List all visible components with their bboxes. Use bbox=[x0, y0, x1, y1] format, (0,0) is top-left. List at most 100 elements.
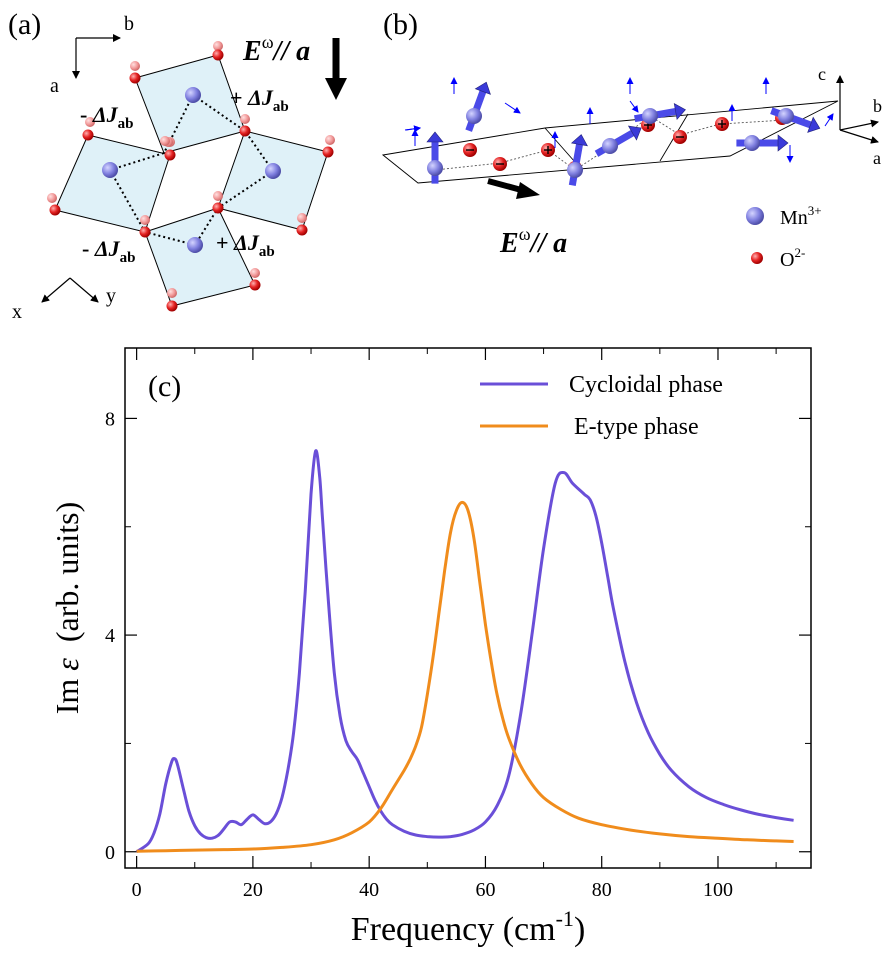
legend-o-marker bbox=[751, 252, 763, 264]
panel-b-efield-e: E bbox=[499, 228, 519, 259]
panel-a: (a) b a Eω// a bbox=[8, 8, 347, 323]
oxygen-atom bbox=[239, 125, 251, 137]
chart-legend: Cycloidal phase E-type phase bbox=[480, 372, 723, 440]
panel-a-axis-a-label: a bbox=[50, 75, 59, 97]
dj-label-bottom-right: + ΔJab bbox=[216, 230, 275, 260]
panel-a-efield-e: E bbox=[242, 36, 262, 67]
x-axis-label: Frequency (cm-1) bbox=[351, 906, 586, 948]
x-tick-label: 40 bbox=[359, 879, 379, 901]
y-axis-label: Im ε (arb. units) bbox=[49, 502, 85, 715]
panel-b: (b) c b a Eω// a bbox=[381, 8, 882, 271]
spin-arrow-head bbox=[627, 125, 642, 141]
mn-atom bbox=[567, 162, 583, 178]
legend-mn-marker bbox=[746, 207, 764, 225]
mn-atom bbox=[744, 135, 760, 151]
spin-arrow-head bbox=[570, 134, 588, 147]
panel-b-axis-c-label: c bbox=[818, 64, 826, 84]
oxygen-atom bbox=[296, 224, 308, 236]
oxygen-atom bbox=[164, 149, 176, 161]
plot-ticks: 0 20 40 60 80 100 0 4 8 bbox=[105, 348, 811, 901]
oxygen-atom bbox=[129, 72, 141, 84]
legend-mn-label: Mn3+ bbox=[780, 203, 822, 229]
panel-a-axis-b-label: b bbox=[124, 13, 134, 35]
x-tick-label: 80 bbox=[592, 879, 612, 901]
spin-arrow-head bbox=[673, 103, 686, 121]
panel-a-axes-ba: b a bbox=[50, 13, 134, 97]
plot-series bbox=[135, 449, 794, 854]
legend-o-label: O2- bbox=[780, 245, 805, 271]
panel-b-efield-rest: // a bbox=[529, 228, 568, 259]
y-tick-label: 0 bbox=[105, 842, 115, 864]
oxygen-atom bbox=[212, 202, 224, 214]
panel-b-label: (b) bbox=[383, 8, 418, 41]
panel-c-chart: 0 20 40 60 80 100 0 4 8 (c) Cycloidal phase E-ty… bbox=[49, 347, 812, 948]
x-tick-label: 60 bbox=[475, 879, 495, 901]
panel-b-axis-a-label: a bbox=[873, 148, 881, 168]
local-axis-arrow bbox=[405, 125, 421, 133]
local-axis-arrow bbox=[629, 100, 639, 113]
dj-label-top-left: - ΔJab bbox=[80, 102, 133, 132]
y-tick-label: 8 bbox=[105, 408, 115, 430]
oxygen-atom bbox=[82, 129, 94, 141]
panel-b-legend: Mn3+ O2- bbox=[746, 203, 822, 271]
oxygen-apical-atom bbox=[325, 135, 335, 145]
panel-b-efield: Eω// a bbox=[487, 178, 567, 259]
panel-c-label: (c) bbox=[148, 370, 181, 403]
svg-text:Eω// a: Eω// a bbox=[499, 224, 567, 259]
panel-b-axes: c b a bbox=[818, 64, 882, 168]
panel-a-efield-omega: ω bbox=[262, 32, 274, 52]
plot-frame bbox=[124, 347, 812, 869]
spin-arrow-head bbox=[807, 116, 821, 133]
panel-a-dj-labels: - ΔJab + ΔJab - ΔJab + ΔJab bbox=[80, 85, 289, 266]
panel-a-efield: Eω// a bbox=[242, 32, 347, 100]
mn-atom bbox=[778, 108, 794, 124]
mn-atom bbox=[642, 108, 658, 124]
local-axis-arrow bbox=[824, 113, 834, 127]
x-tick-label: 100 bbox=[703, 879, 733, 901]
mn-atom bbox=[427, 160, 443, 176]
legend-cycloidal-label: Cycloidal phase bbox=[569, 372, 723, 398]
spin-arrow-head bbox=[474, 81, 491, 95]
mn-atom bbox=[102, 162, 118, 178]
dj-label-top-right: + ΔJab bbox=[230, 85, 289, 115]
y-tick-label: 4 bbox=[105, 625, 115, 647]
panel-b-efield-omega: ω bbox=[519, 224, 531, 244]
oxygen-atom bbox=[166, 300, 178, 312]
oxygen-apical-atom bbox=[240, 114, 250, 124]
panel-a-axis-y-label: y bbox=[106, 285, 116, 307]
panel-a-axes-xy: x y bbox=[12, 277, 116, 323]
oxygen-apical-atom bbox=[297, 213, 307, 223]
panel-b-atoms bbox=[404, 77, 834, 186]
mn-atom bbox=[466, 108, 482, 124]
panel-a-axis-x-label: x bbox=[12, 301, 22, 323]
mn-atom bbox=[185, 87, 201, 103]
mn-atom bbox=[187, 237, 203, 253]
panel-b-axis-b-label: b bbox=[873, 96, 882, 116]
x-tick-label: 0 bbox=[132, 879, 142, 901]
mn-atom bbox=[265, 163, 281, 179]
mn-atom bbox=[602, 138, 618, 154]
series-line-etype bbox=[136, 500, 794, 853]
oxygen-atom bbox=[249, 279, 261, 291]
oxygen-apical-atom bbox=[85, 117, 95, 127]
oxygen-apical-atom bbox=[213, 191, 223, 201]
oxygen-apical-atom bbox=[250, 268, 260, 278]
x-tick-label: 20 bbox=[243, 879, 263, 901]
oxygen-atom bbox=[212, 49, 224, 61]
oxygen-atom bbox=[139, 226, 151, 238]
panel-a-label: (a) bbox=[8, 8, 41, 41]
spin-arrow-head bbox=[777, 134, 789, 152]
oxygen-apical-atom bbox=[213, 41, 223, 51]
panel-a-efield-rest: // a bbox=[272, 36, 311, 67]
svg-text:Eω// a: Eω// a bbox=[242, 32, 310, 67]
oxygen-apical-atom bbox=[167, 288, 177, 298]
oxygen-atom bbox=[322, 146, 334, 158]
legend-etype-label: E-type phase bbox=[574, 414, 699, 440]
oxygen-apical-atom bbox=[160, 136, 170, 146]
local-axis-arrow bbox=[504, 102, 521, 114]
oxygen-atom bbox=[49, 204, 61, 216]
series-line-cycloidal bbox=[135, 449, 794, 854]
oxygen-apical-atom bbox=[47, 193, 57, 203]
panel-a-atoms bbox=[47, 41, 335, 312]
dj-label-bottom-left: - ΔJab bbox=[82, 236, 135, 266]
